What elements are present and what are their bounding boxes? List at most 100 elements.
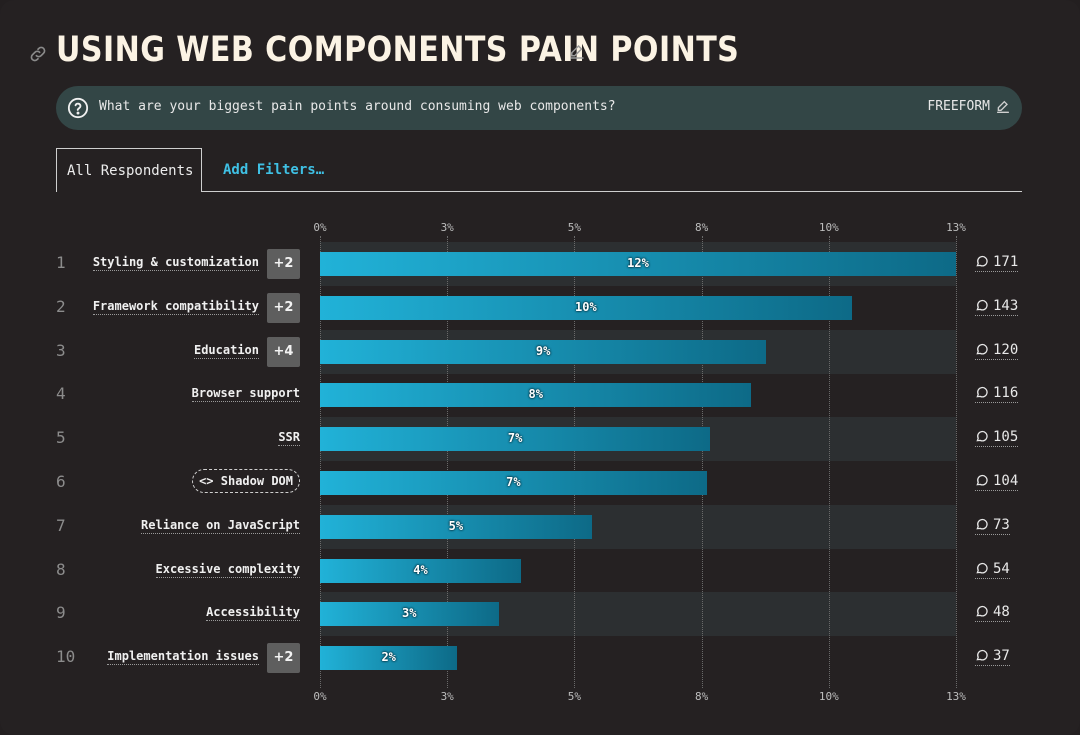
x-tick-label-bottom: 13% bbox=[946, 690, 966, 703]
merged-count-badge[interactable]: +2 bbox=[267, 643, 300, 674]
category-label[interactable]: Browser support bbox=[191, 386, 300, 403]
merged-count-badge[interactable]: +2 bbox=[267, 248, 300, 279]
x-tick-label-bottom: 0% bbox=[313, 690, 327, 703]
gridline bbox=[320, 236, 321, 688]
tab-all-respondents[interactable]: All Respondents bbox=[56, 148, 202, 192]
x-tick-label-bottom: 10% bbox=[818, 690, 839, 703]
category-label[interactable]: <> Shadow DOM bbox=[192, 468, 300, 493]
rank-number: 10 bbox=[56, 647, 76, 667]
response-count[interactable]: 143 bbox=[975, 297, 1019, 316]
pencil-icon[interactable] bbox=[568, 43, 586, 61]
question-text: What are your biggest pain points around… bbox=[99, 99, 616, 114]
response-count-value: 116 bbox=[993, 385, 1019, 402]
category-label[interactable]: Implementation issues bbox=[107, 649, 259, 666]
rank-number: 9 bbox=[56, 603, 66, 623]
response-count-value: 143 bbox=[993, 297, 1019, 314]
gridline bbox=[701, 236, 703, 688]
comment-icon bbox=[976, 299, 988, 311]
category-label[interactable]: SSR bbox=[278, 430, 300, 447]
category-label[interactable]: Reliance on JavaScript bbox=[141, 517, 300, 534]
link-icon[interactable] bbox=[28, 44, 48, 64]
response-count-value: 105 bbox=[993, 429, 1019, 446]
help-circle-icon bbox=[67, 97, 89, 119]
x-tick-label-top: 5% bbox=[567, 221, 582, 234]
response-count[interactable]: 105 bbox=[975, 429, 1019, 448]
bar[interactable] bbox=[320, 558, 521, 583]
response-count[interactable]: 171 bbox=[975, 253, 1019, 272]
tabs-divider bbox=[56, 191, 1022, 192]
bar[interactable] bbox=[320, 295, 852, 320]
comment-icon bbox=[976, 387, 988, 398]
rank-number: 2 bbox=[56, 296, 66, 316]
gridline bbox=[447, 236, 449, 688]
x-tick-label-bottom: 3% bbox=[440, 690, 454, 703]
question-type: FREEFORM bbox=[927, 99, 990, 114]
bar[interactable] bbox=[320, 602, 499, 627]
rank-number: 1 bbox=[56, 252, 66, 272]
x-tick-label-bottom: 5% bbox=[567, 690, 582, 703]
category-label[interactable]: Education bbox=[193, 342, 259, 359]
response-count-value: 104 bbox=[993, 472, 1019, 489]
comment-icon bbox=[976, 431, 988, 442]
comment-icon bbox=[976, 562, 988, 574]
x-tick-label-top: 13% bbox=[946, 221, 966, 234]
merged-count-badge[interactable]: +4 bbox=[267, 336, 300, 367]
bar-value-label: 8% bbox=[528, 387, 543, 402]
comment-icon bbox=[976, 474, 988, 486]
gridline bbox=[574, 236, 576, 688]
bar[interactable] bbox=[320, 383, 752, 408]
bar-value-label: 3% bbox=[402, 606, 417, 621]
code-icon: <> bbox=[199, 473, 221, 488]
tab-label: All Respondents bbox=[67, 163, 194, 179]
bar[interactable] bbox=[320, 339, 767, 364]
pencil-icon[interactable] bbox=[995, 99, 1011, 115]
category-label[interactable]: Styling & customization bbox=[92, 254, 259, 271]
response-count[interactable]: 54 bbox=[975, 561, 1010, 579]
response-count[interactable]: 73 bbox=[975, 517, 1010, 535]
response-count[interactable]: 37 bbox=[975, 648, 1010, 667]
response-count-value: 120 bbox=[993, 341, 1019, 358]
rank-number: 3 bbox=[56, 340, 66, 360]
bar-value-label: 10% bbox=[575, 299, 597, 314]
gridline bbox=[956, 236, 957, 688]
bar[interactable] bbox=[320, 251, 956, 276]
rank-number: 7 bbox=[56, 515, 66, 535]
category-label[interactable]: Accessibility bbox=[206, 605, 300, 622]
comment-icon bbox=[976, 518, 988, 530]
bar-value-label: 2% bbox=[381, 650, 396, 665]
bar[interactable] bbox=[320, 514, 592, 539]
bar[interactable] bbox=[320, 646, 458, 671]
response-count[interactable]: 104 bbox=[975, 472, 1019, 491]
rank-number: 6 bbox=[56, 471, 66, 491]
comment-icon bbox=[976, 606, 988, 617]
response-count-value: 48 bbox=[993, 604, 1010, 621]
x-tick-label-bottom: 8% bbox=[694, 690, 709, 703]
merged-count-badge[interactable]: +2 bbox=[267, 292, 300, 323]
bar-value-label: 7% bbox=[507, 431, 523, 446]
bar-value-label: 4% bbox=[413, 562, 428, 577]
rank-number: 5 bbox=[56, 428, 66, 448]
response-count-value: 54 bbox=[993, 560, 1010, 577]
response-count-value: 171 bbox=[993, 253, 1019, 270]
x-tick-label-top: 0% bbox=[313, 221, 327, 234]
bar[interactable] bbox=[320, 470, 707, 495]
response-count-value: 73 bbox=[993, 516, 1010, 533]
category-label-text: Shadow DOM bbox=[220, 473, 293, 488]
response-count[interactable]: 48 bbox=[975, 604, 1010, 623]
category-label[interactable]: Framework compatibility bbox=[92, 298, 259, 315]
comment-icon bbox=[976, 255, 988, 267]
bar-value-label: 7% bbox=[506, 474, 521, 489]
comment-icon bbox=[976, 650, 988, 661]
x-tick-label-top: 3% bbox=[440, 221, 454, 234]
response-count[interactable]: 116 bbox=[975, 385, 1019, 404]
comment-icon bbox=[976, 343, 988, 355]
add-filters-link[interactable]: Add Filters… bbox=[223, 162, 325, 178]
x-tick-label-top: 8% bbox=[694, 221, 709, 234]
bar[interactable] bbox=[320, 427, 711, 452]
category-label[interactable]: Excessive complexity bbox=[155, 561, 300, 578]
page-title: USING WEB COMPONENTS PAIN POINTS bbox=[56, 30, 740, 70]
response-count[interactable]: 120 bbox=[975, 341, 1019, 360]
bar-value-label: 9% bbox=[535, 343, 551, 358]
x-tick-label-top: 10% bbox=[818, 221, 839, 234]
